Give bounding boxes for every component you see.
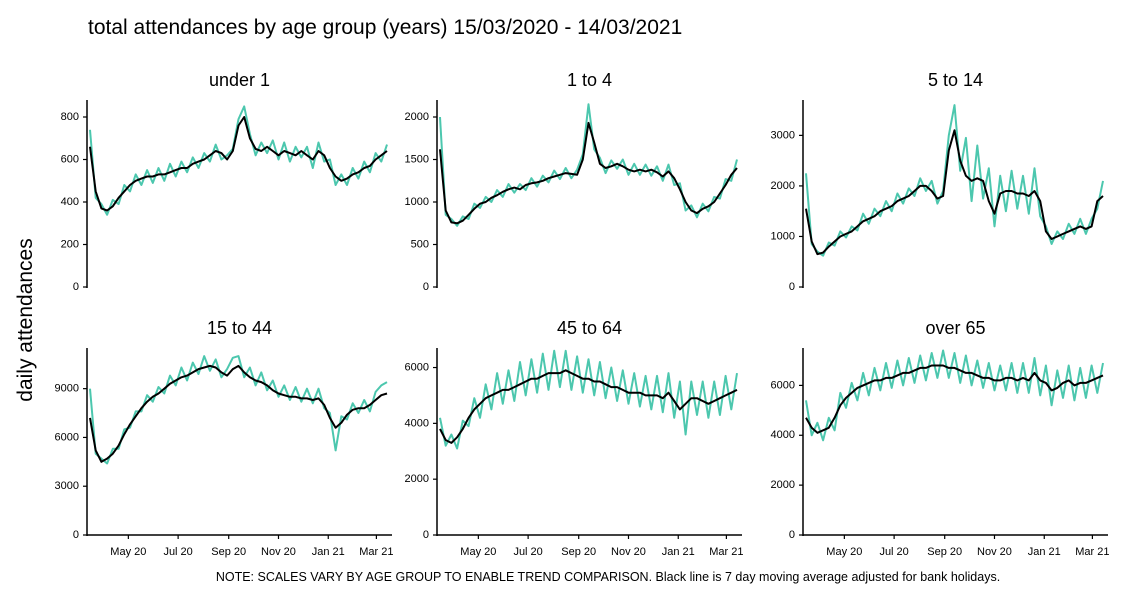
y-tick-label: 800: [61, 111, 79, 123]
x-tick-label: Mar 21: [1075, 546, 1109, 558]
x-tick-label: Jul 20: [879, 546, 908, 558]
note: NOTE: SCALES VARY BY AGE GROUP TO ENABLE…: [216, 570, 1000, 584]
x-tick-label: Nov 20: [261, 546, 296, 558]
y-tick-label: 2000: [405, 473, 429, 485]
y-tick-label: 0: [73, 529, 79, 541]
y-tick-label: 3000: [55, 480, 79, 492]
y-tick-label: 400: [61, 196, 79, 208]
y-tick-label: 0: [423, 529, 429, 541]
y-tick-label: 2000: [405, 111, 429, 123]
x-tick-label: May 20: [460, 546, 496, 558]
y-tick-label: 1000: [405, 196, 429, 208]
x-tick-label: Nov 20: [977, 546, 1012, 558]
y-tick-label: 600: [61, 153, 79, 165]
line: [439, 349, 738, 450]
x-tick-label: May 20: [826, 546, 862, 558]
y-tick-label: 1000: [771, 230, 795, 242]
y-tick-label: 0: [789, 529, 795, 541]
x-tick-label: Sep 20: [927, 546, 962, 558]
x-tick-label: Sep 20: [211, 546, 246, 558]
panel-title: 45 to 64: [557, 318, 622, 338]
x-tick-label: May 20: [110, 546, 146, 558]
panel-title: under 1: [209, 70, 270, 90]
line: [89, 364, 388, 463]
panel-title: 1 to 4: [567, 70, 612, 90]
line: [89, 105, 388, 216]
y-tick-label: 1500: [405, 153, 429, 165]
x-tick-label: Jul 20: [513, 546, 542, 558]
y-tick-label: 6000: [771, 379, 795, 391]
y-tick-label: 0: [789, 281, 795, 293]
line: [89, 355, 388, 465]
x-tick-label: Jan 21: [312, 546, 345, 558]
y-tick-label: 4000: [405, 417, 429, 429]
y-tick-label: 0: [423, 281, 429, 293]
x-tick-label: Jan 21: [1028, 546, 1061, 558]
line: [805, 104, 1104, 257]
y-tick-label: 2000: [771, 180, 795, 192]
y-tick-label: 6000: [55, 431, 79, 443]
y-tick-label: 9000: [55, 383, 79, 395]
y-axis-label: daily attendances: [14, 238, 37, 401]
line: [439, 369, 738, 444]
x-tick-label: Mar 21: [709, 546, 743, 558]
x-tick-label: Sep 20: [561, 546, 596, 558]
y-tick-label: 0: [73, 281, 79, 293]
x-tick-label: Mar 21: [359, 546, 393, 558]
y-tick-label: 200: [61, 238, 79, 250]
line: [805, 349, 1104, 442]
panel-title: over 65: [925, 318, 985, 338]
y-tick-label: 4000: [771, 429, 795, 441]
y-tick-label: 3000: [771, 129, 795, 141]
x-tick-label: Nov 20: [611, 546, 646, 558]
x-tick-label: Jul 20: [163, 546, 192, 558]
line: [805, 364, 1104, 434]
chart-title: total attendances by age group (years) 1…: [88, 16, 682, 39]
line: [439, 121, 738, 225]
line: [805, 129, 1104, 256]
panel-title: 15 to 44: [207, 318, 272, 338]
line: [89, 116, 388, 212]
y-tick-label: 6000: [405, 361, 429, 373]
y-tick-label: 2000: [771, 479, 795, 491]
y-tick-label: 500: [411, 238, 429, 250]
x-tick-label: Jan 21: [662, 546, 695, 558]
panel-title: 5 to 14: [928, 70, 983, 90]
